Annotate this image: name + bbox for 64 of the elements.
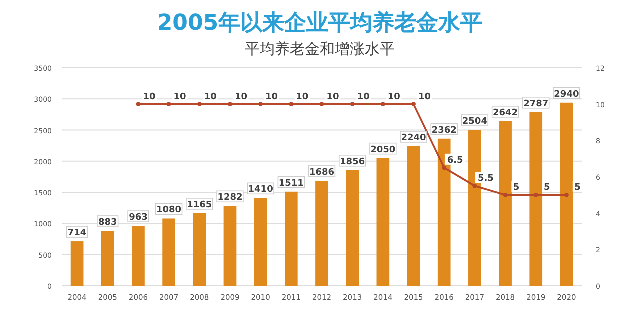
data-label: 1856: [340, 157, 366, 168]
bar: [499, 121, 512, 286]
bar: [162, 218, 176, 286]
point: [289, 102, 294, 107]
bar: [101, 231, 114, 286]
data-label: 10: [418, 92, 432, 102]
data-label: 10: [296, 92, 309, 102]
bar: [224, 206, 237, 286]
data-label: 2642: [493, 108, 518, 118]
bar: [284, 192, 298, 286]
bar: [193, 213, 206, 286]
data-label: 1686: [309, 168, 335, 178]
bar: [132, 226, 145, 286]
data-label: 10: [357, 92, 370, 102]
data-label: 2787: [524, 99, 549, 110]
data-label: 5.5: [478, 174, 494, 184]
point: [534, 192, 538, 198]
point: [380, 102, 386, 107]
point: [442, 166, 447, 170]
data-label: 10: [174, 92, 186, 102]
data-label: 1511: [278, 178, 304, 189]
point: [350, 102, 355, 107]
bar: [407, 146, 420, 286]
data-label: 2240: [401, 133, 426, 144]
data-label: 5: [544, 183, 550, 194]
point: [412, 102, 416, 107]
data-label: 1410: [248, 185, 274, 196]
data-label: 5: [513, 183, 520, 194]
data-label: 10: [388, 92, 400, 102]
point: [197, 102, 202, 107]
bar: [316, 180, 328, 286]
data-label: 963: [129, 213, 148, 224]
data-label: 10: [204, 92, 217, 102]
point: [136, 102, 141, 107]
data-label: 2504: [462, 117, 488, 128]
data-label: 10: [326, 92, 340, 102]
chart-title: 2005年以来企业平均养老金水平: [157, 10, 483, 36]
bar: [70, 242, 84, 286]
point: [472, 184, 478, 188]
bar: [346, 170, 360, 286]
point: [258, 102, 264, 107]
point: [320, 102, 324, 107]
data-label: 714: [68, 228, 87, 239]
bar: [376, 158, 390, 286]
data-label: 883: [98, 218, 118, 228]
point: [228, 102, 232, 107]
bar: [560, 102, 574, 286]
data-label: 2362: [432, 126, 457, 136]
data-label: 10: [234, 92, 248, 102]
data-label: 6.5: [447, 156, 464, 166]
data-label: 1080: [156, 206, 182, 216]
point: [564, 192, 569, 198]
data-label: 10: [143, 92, 156, 102]
point: [503, 192, 508, 198]
bar: [254, 198, 268, 286]
data-label: 2940: [554, 90, 580, 100]
data-label: 1165: [187, 200, 212, 210]
point: [166, 102, 172, 107]
bar: [530, 112, 543, 286]
data-label: 5: [574, 183, 581, 194]
data-label: 10: [266, 92, 278, 102]
chart-subtitle: 平均养老金和增涨水平: [245, 40, 395, 58]
data-label: 2050: [370, 145, 396, 156]
data-label: 1282: [218, 193, 243, 204]
